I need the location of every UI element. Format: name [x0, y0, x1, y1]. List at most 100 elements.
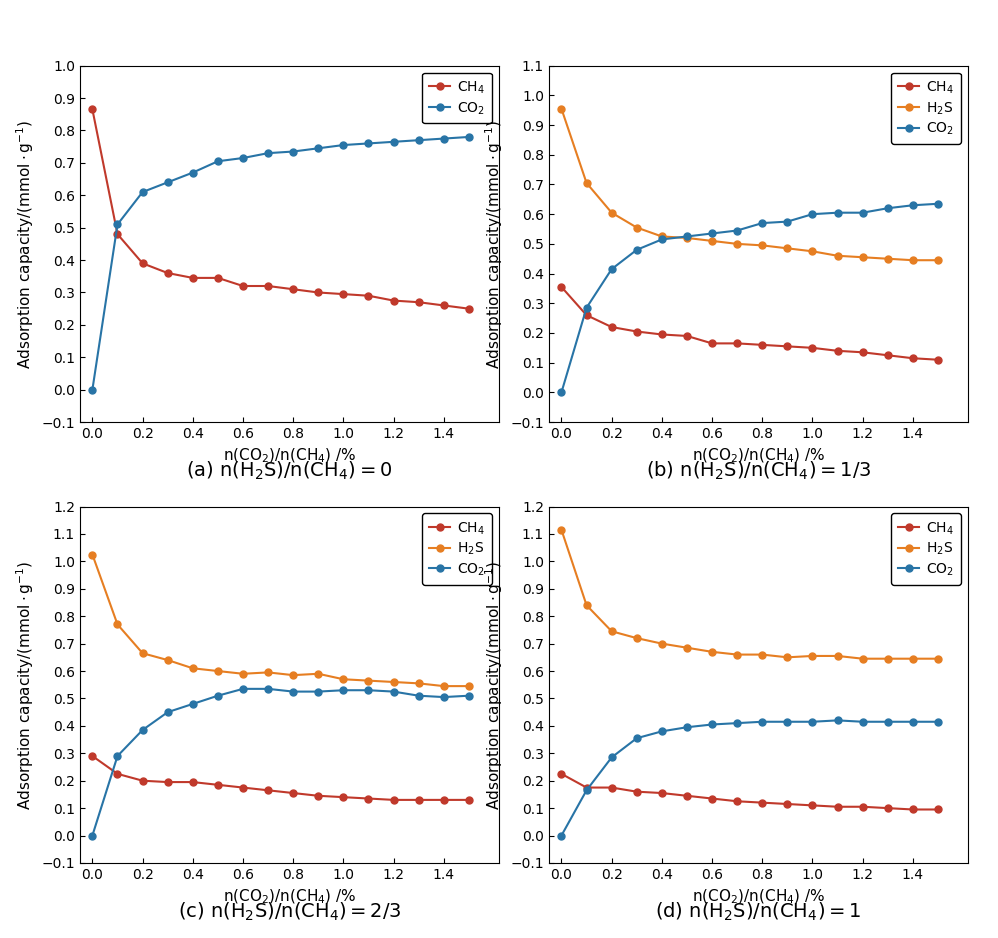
CO$_2$	[362, 685, 374, 696]
CH$_4$	[856, 801, 868, 812]
H$_2$S	[387, 676, 399, 688]
CH$_4$	[681, 790, 693, 801]
H$_2$S	[732, 649, 744, 660]
CH$_4$	[463, 794, 475, 806]
CH$_4$	[656, 787, 668, 798]
CH$_4$	[137, 775, 149, 786]
H$_2$S	[781, 243, 793, 254]
CH$_4$	[756, 340, 768, 351]
Line: CH$_4$: CH$_4$	[89, 106, 472, 312]
X-axis label: $n$(CO$_2$)/$n$(CH$_4$) /%: $n$(CO$_2$)/$n$(CH$_4$) /%	[223, 446, 356, 465]
H$_2$S	[656, 638, 668, 649]
CO$_2$	[631, 733, 643, 744]
H$_2$S	[756, 649, 768, 660]
Text: (a) $n$(H$_2$S)/$n$(CH$_4$)$=$0: (a) $n$(H$_2$S)/$n$(CH$_4$)$=$0	[187, 460, 392, 482]
H$_2$S	[312, 668, 324, 679]
CO$_2$	[706, 719, 718, 730]
CO$_2$	[907, 200, 919, 211]
H$_2$S	[631, 632, 643, 643]
CO$_2$	[831, 207, 843, 219]
CO$_2$	[387, 136, 399, 147]
CO$_2$	[112, 219, 124, 230]
Legend: CH$_4$, CO$_2$: CH$_4$, CO$_2$	[422, 72, 492, 124]
Text: (c) $n$(H$_2$S)/$n$(CH$_4$)$=$2/3: (c) $n$(H$_2$S)/$n$(CH$_4$)$=$2/3	[178, 900, 401, 923]
CH$_4$	[137, 258, 149, 269]
CH$_4$	[781, 340, 793, 352]
CO$_2$	[581, 785, 593, 796]
CH$_4$	[606, 782, 618, 794]
CO$_2$	[781, 216, 793, 227]
CH$_4$	[831, 801, 843, 812]
CO$_2$	[87, 830, 99, 841]
CO$_2$	[237, 683, 249, 694]
H$_2$S	[882, 253, 894, 265]
CO$_2$	[932, 716, 944, 727]
CH$_4$	[882, 350, 894, 361]
CO$_2$	[706, 228, 718, 239]
Line: CO$_2$: CO$_2$	[558, 717, 941, 839]
H$_2$S	[781, 652, 793, 663]
CO$_2$	[162, 706, 174, 718]
CO$_2$	[681, 231, 693, 242]
CH$_4$	[337, 289, 349, 300]
Legend: CH$_4$, H$_2$S, CO$_2$: CH$_4$, H$_2$S, CO$_2$	[891, 513, 961, 585]
CO$_2$	[656, 234, 668, 245]
CO$_2$	[287, 146, 299, 158]
Line: CO$_2$: CO$_2$	[89, 686, 472, 839]
Y-axis label: Adsorption capacity/($\mathrm{mmol\cdot g^{-1}}$): Adsorption capacity/($\mathrm{mmol\cdot …	[483, 560, 505, 809]
CO$_2$	[463, 690, 475, 702]
X-axis label: $n$(CO$_2$)/$n$(CH$_4$) /%: $n$(CO$_2$)/$n$(CH$_4$) /%	[692, 446, 825, 465]
H$_2$S	[606, 626, 618, 637]
Line: H$_2$S: H$_2$S	[89, 551, 472, 689]
CO$_2$	[732, 718, 744, 729]
CO$_2$	[806, 716, 818, 727]
H$_2$S	[932, 653, 944, 664]
Legend: CH$_4$, H$_2$S, CO$_2$: CH$_4$, H$_2$S, CO$_2$	[891, 72, 961, 144]
H$_2$S	[831, 650, 843, 661]
CO$_2$	[337, 685, 349, 696]
CH$_4$	[237, 782, 249, 794]
CO$_2$	[237, 152, 249, 163]
CO$_2$	[856, 716, 868, 727]
CH$_4$	[337, 792, 349, 803]
Legend: CH$_4$, H$_2$S, CO$_2$: CH$_4$, H$_2$S, CO$_2$	[422, 513, 492, 585]
H$_2$S	[856, 251, 868, 263]
Text: (b) $n$(H$_2$S)/$n$(CH$_4$)$=$1/3: (b) $n$(H$_2$S)/$n$(CH$_4$)$=$1/3	[646, 460, 871, 482]
CO$_2$	[137, 724, 149, 735]
H$_2$S	[162, 655, 174, 666]
CH$_4$	[212, 779, 224, 791]
H$_2$S	[907, 254, 919, 265]
CO$_2$	[756, 218, 768, 229]
CO$_2$	[438, 133, 450, 144]
Line: CH$_4$: CH$_4$	[89, 752, 472, 803]
CH$_4$	[262, 785, 274, 796]
CH$_4$	[706, 793, 718, 804]
H$_2$S	[706, 235, 718, 247]
Line: H$_2$S: H$_2$S	[558, 526, 941, 662]
H$_2$S	[362, 675, 374, 687]
CO$_2$	[212, 156, 224, 167]
CH$_4$	[806, 342, 818, 354]
H$_2$S	[932, 254, 944, 265]
Y-axis label: Adsorption capacity/($\mathrm{mmol\cdot g^{-1}}$): Adsorption capacity/($\mathrm{mmol\cdot …	[14, 560, 36, 809]
H$_2$S	[606, 207, 618, 219]
CH$_4$	[932, 354, 944, 365]
CH$_4$	[362, 793, 374, 804]
H$_2$S	[756, 240, 768, 251]
Line: H$_2$S: H$_2$S	[558, 105, 941, 264]
H$_2$S	[337, 673, 349, 685]
CO$_2$	[606, 751, 618, 763]
Line: CH$_4$: CH$_4$	[558, 770, 941, 813]
Y-axis label: Adsorption capacity/($\mathrm{mmol\cdot g^{-1}}$): Adsorption capacity/($\mathrm{mmol\cdot …	[14, 119, 36, 369]
CH$_4$	[413, 794, 425, 806]
CH$_4$	[87, 104, 99, 115]
CH$_4$	[631, 325, 643, 337]
CH$_4$	[187, 272, 199, 283]
CH$_4$	[287, 787, 299, 798]
CH$_4$	[237, 280, 249, 292]
H$_2$S	[882, 653, 894, 664]
CH$_4$	[162, 267, 174, 279]
CH$_4$	[656, 329, 668, 340]
CO$_2$	[806, 208, 818, 219]
H$_2$S	[287, 670, 299, 681]
